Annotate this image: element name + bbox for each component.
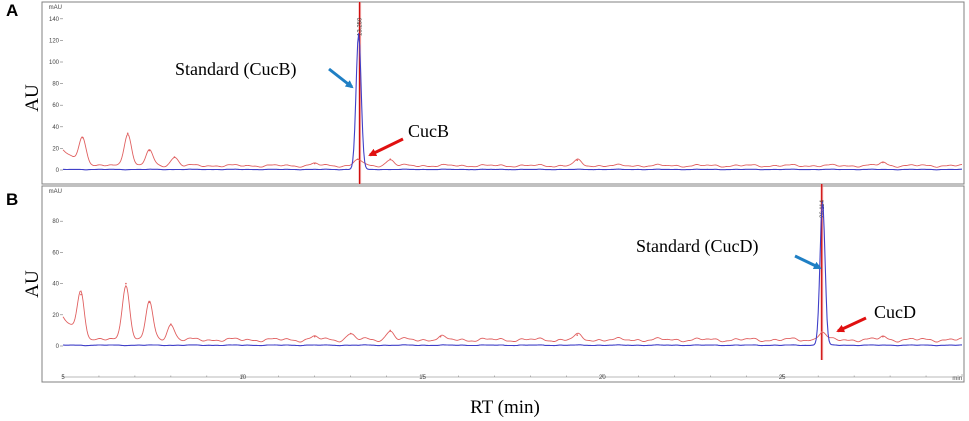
panel-a-standard-arrow <box>328 67 354 89</box>
panel-a-standard-label: Standard (CucB) <box>175 59 296 80</box>
panel-a: A AU mAU 0 20 40 60 80 100 120 140 13.250 Standa… <box>6 1 965 185</box>
panel-b-x-tick-label: 15 <box>419 375 426 381</box>
panel-b-y-tick-label: 80 <box>52 219 59 225</box>
panel-b-sample-peak <box>125 282 127 285</box>
panel-a-sample-peak <box>81 136 84 139</box>
panel-a-peak-time-label: 13.250 <box>358 17 364 36</box>
panel-b-sample-peak <box>170 323 172 325</box>
panel-a-y-tick-label: 120 <box>49 38 60 44</box>
panel-b-sample-peak <box>349 332 352 335</box>
panel-a-y-tick-label: 60 <box>52 103 59 109</box>
panel-a-sample-peak <box>389 158 392 160</box>
x-axis-label: RT (min) <box>470 397 540 418</box>
panel-a-sample-peak <box>576 159 579 162</box>
panel-a-plot: 0 20 40 60 80 100 120 140 13.250 <box>49 2 963 184</box>
panel-a-y-tick-label: 80 <box>52 82 59 88</box>
panel-a-y-tick-label: 140 <box>49 17 60 23</box>
panel-b-standard-trace <box>62 203 962 347</box>
panel-b-sample-trace <box>62 284 963 343</box>
panel-a-sample-peak <box>126 132 129 135</box>
panel-b-x-tick-label: 20 <box>599 375 606 381</box>
panel-b-x-tick-label: 5 <box>61 375 65 381</box>
panel-a-y-tick-label: 40 <box>52 125 59 131</box>
panel-a-sample-label: CucB <box>408 121 449 141</box>
panel-b-y-tick-label: 20 <box>52 313 59 319</box>
panel-b-y-axis-label: AU <box>22 270 43 298</box>
panel-b-x-unit: min <box>952 376 962 382</box>
panel-a-frame <box>41 1 965 185</box>
panel-a-y-tick-label: 0 <box>56 168 60 174</box>
panel-b-y-tick-label: 0 <box>56 344 60 350</box>
panel-b-sample-peak <box>882 335 884 338</box>
panel-b-y-unit: mAU <box>49 189 62 195</box>
panel-b-sample-peak <box>313 335 316 338</box>
panel-b-frame <box>41 185 965 383</box>
panel-a-y-unit: mAU <box>49 5 62 11</box>
panel-b-sample-peak <box>576 334 579 336</box>
panel-b-x-tick-label: 25 <box>779 375 786 381</box>
panel-b-sample-peak <box>820 331 823 333</box>
panel-a-standard-peak <box>357 33 360 35</box>
panel-a-sample-trace <box>62 133 963 168</box>
panel-a-sample-peak <box>173 156 176 158</box>
panel-a-y-tick-label: 20 <box>52 146 59 152</box>
panel-a-sample-peak <box>148 149 151 152</box>
panel-b-x-tick-label: 10 <box>239 375 246 381</box>
panel-b-sample-label: CucD <box>874 302 916 322</box>
panel-b-sample-arrow <box>836 316 867 333</box>
panel-a-y-tick-label: 100 <box>49 60 60 66</box>
panel-a-letter: A <box>6 1 18 20</box>
panel-b-sample-peak <box>148 301 151 304</box>
panel-b-y-tick-label: 60 <box>52 250 59 256</box>
panel-b-sample-peak <box>389 329 392 332</box>
panel-b-sample-peak <box>439 335 442 338</box>
panel-b-standard-peak <box>821 201 824 204</box>
panel-b-y-tick-label: 40 <box>52 282 59 288</box>
panel-a-sample-peak <box>882 161 884 164</box>
panel-a-standard-trace <box>62 33 962 171</box>
panel-a-sample-arrow <box>368 137 404 157</box>
panel-a-sample-peak <box>357 158 359 160</box>
panel-b-letter: B <box>6 190 18 209</box>
panel-a-sample-peak <box>313 162 316 165</box>
panel-a-y-axis-label: AU <box>22 84 43 112</box>
panel-b-standard-label: Standard (CucD) <box>636 236 758 257</box>
panel-b-sample-peak <box>80 293 82 296</box>
panel-b-standard-arrow <box>794 254 822 270</box>
